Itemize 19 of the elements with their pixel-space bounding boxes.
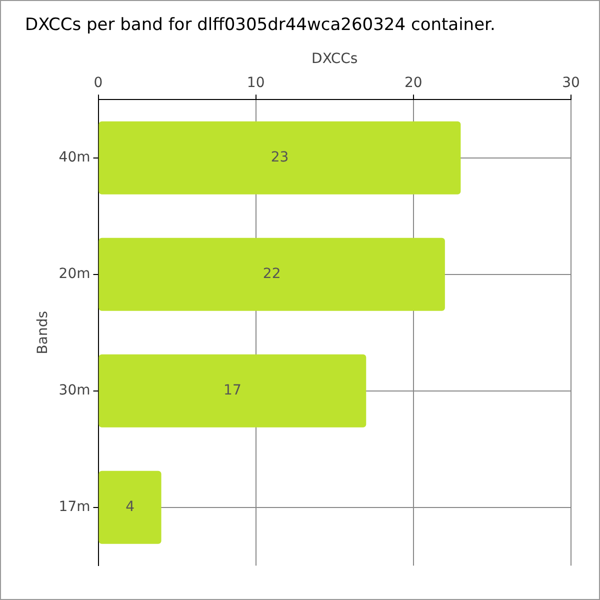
- data-label: 17: [224, 382, 242, 398]
- y-axis-title: Bands: [35, 310, 52, 354]
- y-tick-label: 20m: [58, 266, 90, 282]
- chart-title: DXCCs per band for dlff0305dr44wca260324 container.: [25, 15, 496, 35]
- x-tick-label: 20: [404, 74, 422, 91]
- y-tick-label: 17m: [58, 498, 90, 515]
- x-axis-title: DXCCs: [312, 51, 358, 68]
- data-label: 23: [270, 149, 289, 166]
- data-label: 22: [262, 266, 281, 282]
- bar: [98, 121, 461, 194]
- bar: [98, 470, 162, 544]
- x-tick-label: 10: [246, 74, 265, 91]
- y-tick-label: 40m: [58, 149, 90, 166]
- data-label: 4: [126, 498, 135, 515]
- bar: [98, 238, 445, 311]
- bar: [98, 354, 366, 428]
- x-tick-label: 30: [562, 74, 580, 91]
- x-tick-label: 0: [94, 74, 103, 91]
- y-tick-label: 30m: [58, 382, 90, 398]
